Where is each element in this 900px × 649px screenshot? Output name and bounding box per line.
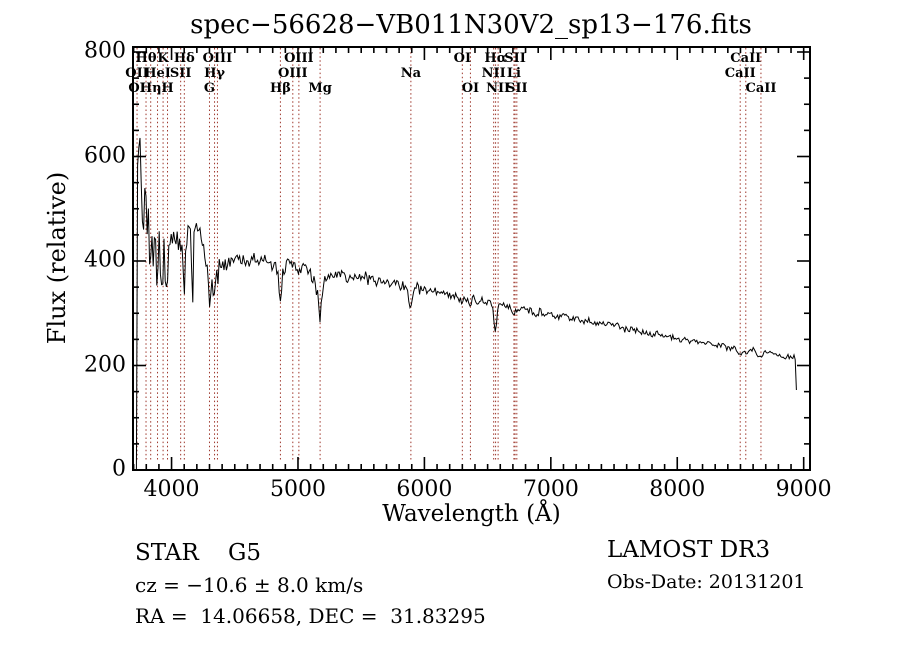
x-tick-label: 8000 xyxy=(649,477,706,502)
spectral-line-label: OIII xyxy=(202,51,233,66)
ra-dec-text: RA = 14.06658, DEC = 31.83295 xyxy=(135,604,486,628)
plot-frame xyxy=(132,46,811,471)
x-tick-label: 4000 xyxy=(143,477,200,502)
spectral-line-label: NII xyxy=(481,66,506,81)
spectral-line-label: Hη xyxy=(139,81,162,96)
spectral-line-label: CaII xyxy=(724,66,756,81)
x-tick-label: 5000 xyxy=(269,477,326,502)
y-tick-label: 800 xyxy=(84,38,126,64)
spectral-line-label: NII xyxy=(486,81,511,96)
x-axis-label: Wavelength (Å) xyxy=(382,501,561,527)
obs-date-text: Obs-Date: 20131201 xyxy=(607,571,806,593)
radial-velocity-text: cz = −10.6 ± 8.0 km/s xyxy=(135,573,364,597)
spectral-line-label: H xyxy=(161,81,174,96)
x-tick-label: 7000 xyxy=(522,477,579,502)
spectral-line-label: K xyxy=(157,51,169,66)
y-tick-label: 0 xyxy=(112,456,126,482)
object-class-text: STAR G5 xyxy=(135,540,262,566)
spectral-line-label: CaII xyxy=(730,51,762,66)
spectral-line-label: Na xyxy=(400,66,422,81)
spectral-line-label: Hβ xyxy=(269,81,291,96)
spectral-line-label: Li xyxy=(506,66,521,81)
spectral-line-label: OI xyxy=(453,51,472,66)
spectral-line-label: G xyxy=(203,81,216,96)
spectral-line-label: OII xyxy=(125,66,149,81)
spectrum-trace xyxy=(135,137,797,471)
spectral-line-label: OI xyxy=(128,81,146,96)
x-tick-label: 6000 xyxy=(396,477,453,502)
y-tick-label: 200 xyxy=(84,352,126,377)
spectral-line-label: Mg xyxy=(308,81,332,96)
y-tick-label: 600 xyxy=(84,143,126,168)
spectral-line-label: CaII xyxy=(745,81,777,96)
spectral-line-label: OIII xyxy=(284,51,314,66)
y-tick-label: 400 xyxy=(84,247,126,273)
spectral-line-label: Hγ xyxy=(204,66,225,81)
spectral-line-label: Hδ xyxy=(173,51,195,66)
spectral-line-label: SII xyxy=(506,81,528,96)
x-tick-label: 9000 xyxy=(775,477,832,502)
page-title: spec−56628−VB011N30V2_sp13−176.fits xyxy=(190,10,752,40)
spectral-line-label: Hθ xyxy=(135,51,157,66)
spectral-line-label: OI xyxy=(461,81,480,96)
spectral-line-label: SII xyxy=(169,66,192,81)
spectral-line-label: OIII xyxy=(278,66,308,81)
spectral-line-label: Hα xyxy=(484,51,507,66)
spectral-line-label: HeI xyxy=(144,66,171,81)
spectral-line-label: SII xyxy=(504,51,526,66)
survey-text: LAMOST DR3 xyxy=(607,537,771,563)
